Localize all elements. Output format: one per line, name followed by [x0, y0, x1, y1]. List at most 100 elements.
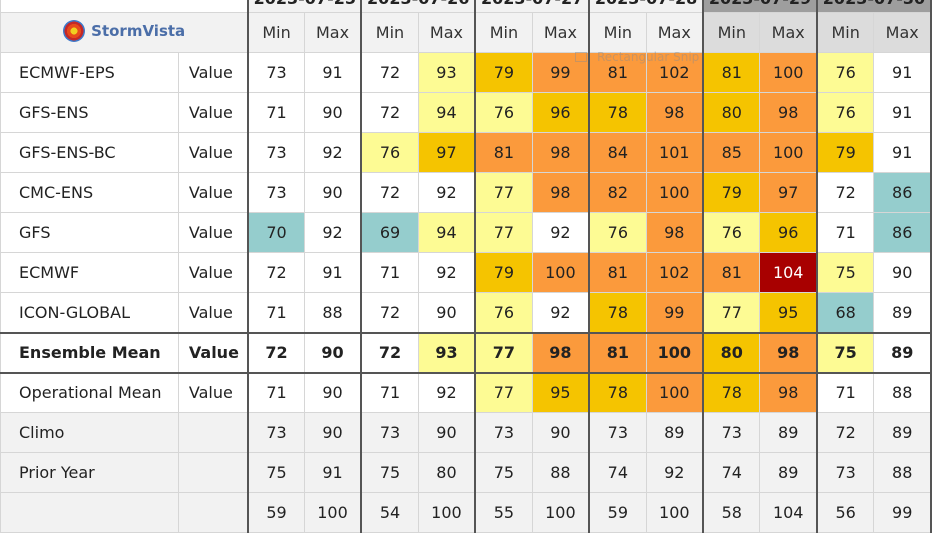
max-value-cell: 88 [873, 371, 932, 413]
max-value-cell: 98 [531, 331, 590, 373]
table-row: Prior Year 75 91 75 80 75 88 74 92 74 89 73 88 [0, 452, 932, 493]
max-value-cell: 90 [531, 412, 590, 453]
min-value-cell: 73 [247, 172, 305, 213]
min-value-cell: 81 [588, 52, 647, 93]
min-value-cell: 81 [702, 252, 761, 293]
date-header[interactable]: 2023-07-28 [588, 0, 705, 13]
brand-logo[interactable]: StormVista [0, 12, 249, 53]
min-value-cell: 76 [474, 292, 533, 333]
min-value-cell: 76 [702, 212, 761, 253]
value-label: Value [177, 172, 250, 213]
min-value-cell: 71 [247, 371, 305, 413]
min-value-cell: 81 [702, 52, 761, 93]
min-value-cell: 71 [815, 212, 875, 253]
min-value-cell: 68 [815, 292, 875, 333]
date-header-row: 2023-07-25 2023-07-26 2023-07-27 2023-07… [0, 0, 932, 13]
value-label: Value [177, 92, 250, 133]
min-value-cell: 73 [702, 412, 761, 453]
max-value-cell: 98 [759, 331, 818, 373]
max-value-cell: 92 [303, 132, 362, 173]
max-value-cell: 98 [645, 92, 704, 133]
max-value-cell: 91 [873, 132, 932, 173]
max-value-cell: 98 [759, 92, 818, 133]
min-value-cell: 77 [474, 212, 533, 253]
max-value-cell: 88 [303, 292, 362, 333]
max-value-cell: 92 [531, 212, 590, 253]
max-value-cell: 89 [873, 292, 932, 333]
min-value-cell: 73 [588, 412, 647, 453]
max-value-cell: 93 [417, 52, 476, 93]
max-value-cell: 86 [873, 212, 932, 253]
date-header[interactable]: 2023-07-26 [360, 0, 477, 13]
value-label: Value [177, 371, 250, 413]
max-value-cell: 89 [873, 412, 932, 453]
min-value-cell: 73 [815, 452, 875, 493]
min-value-cell: 79 [474, 52, 533, 93]
max-value-cell: 100 [645, 371, 704, 413]
min-value-cell: 72 [360, 172, 419, 213]
max-header: Max [303, 12, 362, 53]
min-value-cell: 73 [247, 412, 305, 453]
max-value-cell: 91 [873, 52, 932, 93]
min-header: Min [360, 12, 419, 53]
max-header: Max [417, 12, 476, 53]
min-value-cell: 77 [702, 292, 761, 333]
min-value-cell: 73 [247, 52, 305, 93]
max-value-cell: 100 [759, 132, 818, 173]
min-value-cell: 72 [247, 252, 305, 293]
value-label: Value [177, 292, 250, 333]
table-row: ICON-GLOBAL Value 71 88 72 90 76 92 78 99 77 95 68 89 [0, 292, 932, 333]
max-header: Max [531, 12, 590, 53]
min-value-cell: 85 [702, 132, 761, 173]
max-value-cell: 90 [303, 331, 362, 373]
max-value-cell: 102 [645, 52, 704, 93]
max-value-cell: 94 [417, 92, 476, 133]
date-header[interactable]: 2023-07-30 [815, 0, 932, 13]
max-value-cell: 92 [417, 172, 476, 213]
date-header[interactable]: 2023-07-29 [702, 0, 818, 13]
min-value-cell: 54 [360, 492, 419, 533]
max-value-cell: 94 [417, 212, 476, 253]
max-value-cell: 90 [303, 92, 362, 133]
max-value-cell: 89 [759, 412, 818, 453]
table-row: ECMWF Value 72 91 71 92 79 100 81 102 81 104 75 90 [0, 252, 932, 293]
value-label: Value [177, 252, 250, 293]
min-value-cell: 73 [360, 412, 419, 453]
min-value-cell: 79 [474, 252, 533, 293]
min-value-cell: 73 [474, 412, 533, 453]
min-header: Min [474, 12, 533, 53]
max-value-cell: 100 [531, 492, 590, 533]
value-label: Value [177, 132, 250, 173]
min-value-cell: 72 [815, 412, 875, 453]
table-row: Climo 73 90 73 90 73 90 73 89 73 89 72 89 [0, 412, 932, 453]
max-value-cell: 86 [873, 172, 932, 213]
max-value-cell: 80 [417, 452, 476, 493]
min-value-cell: 56 [815, 492, 875, 533]
max-value-cell: 89 [873, 331, 932, 373]
stormvista-logo-icon [63, 19, 86, 42]
min-header: Min [588, 12, 647, 53]
max-value-cell: 96 [759, 212, 818, 253]
min-value-cell: 73 [247, 132, 305, 173]
model-name: Operational Mean [0, 371, 179, 413]
max-value-cell: 101 [645, 132, 704, 173]
min-value-cell: 77 [474, 172, 533, 213]
min-value-cell: 78 [588, 92, 647, 133]
max-value-cell: 88 [873, 452, 932, 493]
max-value-cell: 98 [759, 371, 818, 413]
date-header[interactable]: 2023-07-25 [247, 0, 363, 13]
max-value-cell: 98 [531, 172, 590, 213]
model-name: Prior Year [0, 452, 179, 493]
table-row: CMC-ENS Value 73 90 72 92 77 98 82 100 79 97 72 86 [0, 172, 932, 213]
max-value-cell: 90 [417, 292, 476, 333]
min-header: Min [247, 12, 305, 53]
min-value-cell: 71 [360, 371, 419, 413]
max-value-cell: 100 [645, 172, 704, 213]
date-header[interactable]: 2023-07-27 [474, 0, 591, 13]
max-header: Max [759, 12, 818, 53]
max-value-cell: 102 [645, 252, 704, 293]
max-value-cell: 96 [531, 92, 590, 133]
min-value-cell: 72 [360, 92, 419, 133]
max-value-cell: 99 [531, 52, 590, 93]
